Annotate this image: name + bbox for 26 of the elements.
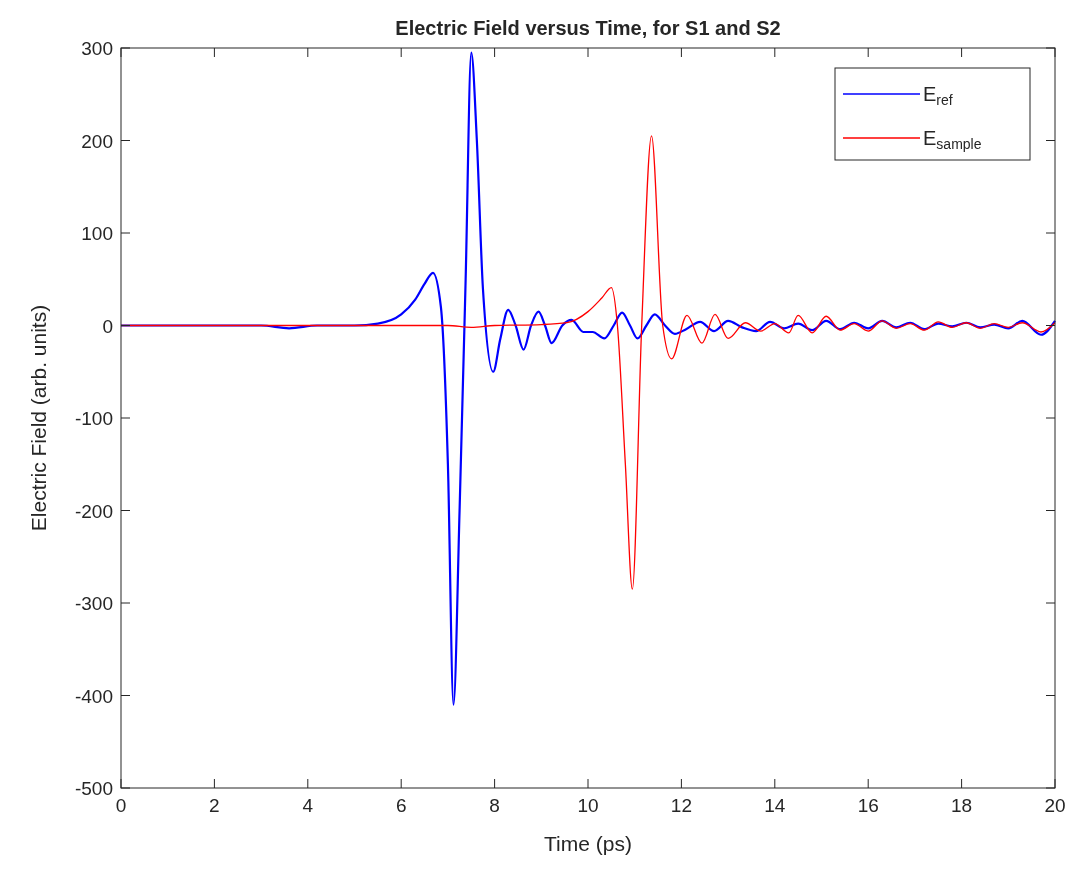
x-tick-label: 10 xyxy=(577,795,599,816)
y-tick-label: -100 xyxy=(74,408,113,429)
x-tick-label: 14 xyxy=(764,795,786,816)
y-tick-label: 300 xyxy=(81,38,113,59)
legend-label: E$_{ref}$ xyxy=(923,83,953,109)
y-tick-label: -300 xyxy=(74,593,113,614)
y-axis-title: Electric Field (arb. units) xyxy=(27,304,50,532)
x-axis-title: Time (ps) xyxy=(544,832,632,855)
y-tick-label: 100 xyxy=(81,223,113,244)
y-tick-label: -200 xyxy=(74,500,113,522)
x-tick-label: 6 xyxy=(395,795,407,816)
chart-title: Electric Field versus Time, for S1 and S2 xyxy=(395,17,781,39)
x-tick-label: 0 xyxy=(115,795,127,816)
x-tick-label: 12 xyxy=(670,795,692,816)
x-tick-label: 8 xyxy=(489,795,500,816)
x-tick-label: 2 xyxy=(209,795,220,816)
y-tick-label: -500 xyxy=(74,778,113,799)
line-series xyxy=(119,51,1057,706)
x-tick-label: 4 xyxy=(302,795,314,816)
legend-label: E$_{sample}$ xyxy=(923,127,982,153)
x-tick-label: 16 xyxy=(857,795,879,816)
x-tick-label: 20 xyxy=(1044,795,1066,816)
x-tick-label: 18 xyxy=(951,795,973,816)
y-tick-label: -400 xyxy=(74,685,113,707)
y-tick-label: 200 xyxy=(81,130,113,152)
y-tick-label: 0 xyxy=(102,315,113,337)
